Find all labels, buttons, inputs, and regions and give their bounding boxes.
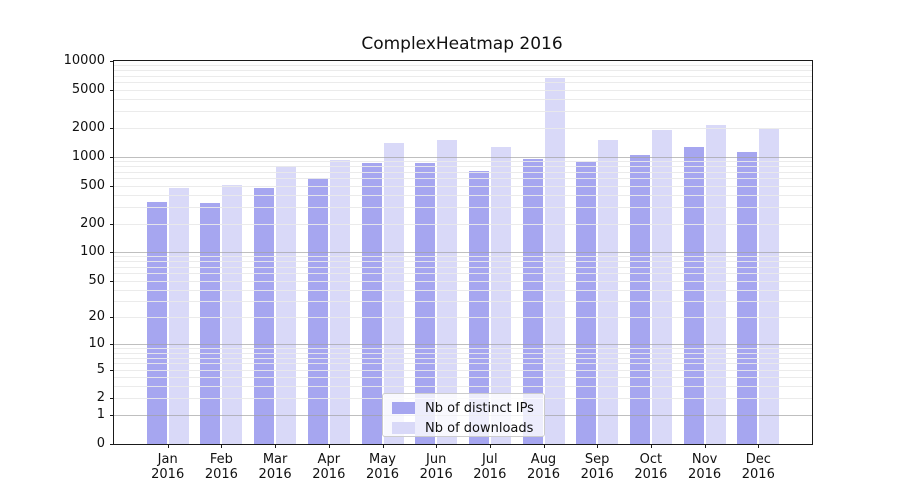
y-tick-label-2000: 2000 (71, 119, 105, 135)
y-tick-mark (110, 415, 114, 417)
bar-distinct-ips-feb (200, 202, 221, 444)
x-tick-mark (275, 444, 277, 448)
y-tick-mark (110, 344, 114, 346)
y-tick-label-5: 5 (96, 361, 105, 377)
legend-swatch-downloads (392, 422, 415, 434)
y-tick-mark (110, 398, 114, 400)
y-tick-mark (110, 317, 114, 319)
legend-label-downloads: Nb of downloads (425, 420, 534, 436)
x-tick-mark (489, 444, 491, 448)
bar-distinct-ips-jul (468, 170, 489, 444)
bar-distinct-ips-jun (415, 163, 436, 444)
x-tick-label-nov: Nov 2016 (688, 452, 722, 482)
x-tick-mark (704, 444, 706, 448)
bar-distinct-ips-apr (307, 177, 328, 444)
x-tick-label-jan: Jan 2016 (151, 452, 185, 482)
x-tick-mark (167, 444, 169, 448)
bar-distinct-ips-mar (254, 188, 275, 444)
y-tick-label-1: 1 (96, 407, 105, 423)
y-tick-mark (110, 280, 114, 282)
minor-gridline-7000 (114, 75, 812, 77)
x-tick-mark (543, 444, 545, 448)
y-tick-mark (110, 89, 114, 91)
y-tick-label-20: 20 (88, 309, 105, 325)
y-tick-label-200: 200 (80, 215, 105, 231)
x-tick-label-apr: Apr 2016 (312, 452, 346, 482)
bar-downloads-oct (651, 130, 672, 444)
legend-item-downloads: Nb of downloads (392, 420, 544, 436)
minor-gridline-8000 (114, 70, 812, 72)
bar-distinct-ips-dec (737, 151, 758, 444)
y-tick-mark (110, 185, 114, 187)
x-tick-label-jul: Jul 2016 (473, 452, 507, 482)
bar-downloads-apr (329, 160, 350, 444)
y-tick-mark (110, 127, 114, 129)
x-tick-mark (436, 444, 438, 448)
bar-downloads-nov (705, 124, 726, 444)
bar-downloads-may (383, 142, 404, 444)
y-tick-label-10: 10 (88, 336, 105, 352)
minor-gridline-9000 (114, 65, 812, 67)
legend-item-distinct-ips: Nb of distinct IPs (392, 400, 544, 416)
bar-distinct-ips-jan (146, 201, 167, 444)
x-tick-mark (597, 444, 599, 448)
y-tick-label-500: 500 (80, 177, 105, 193)
legend-label-distinct-ips: Nb of distinct IPs (425, 400, 534, 416)
x-tick-label-oct: Oct 2016 (634, 452, 668, 482)
x-tick-label-mar: Mar 2016 (258, 452, 292, 482)
legend: Nb of distinct IPs Nb of downloads (382, 393, 545, 437)
y-tick-label-1000: 1000 (71, 148, 105, 164)
bar-downloads-jun (437, 139, 458, 444)
bar-downloads-mar (276, 166, 297, 444)
y-tick-mark (110, 223, 114, 225)
minor-gridline-4000 (114, 99, 812, 101)
y-tick-label-2: 2 (96, 390, 105, 406)
minor-gridline-5000 (114, 89, 812, 91)
bar-distinct-ips-oct (629, 155, 650, 444)
y-tick-mark (110, 444, 114, 445)
x-tick-label-sep: Sep 2016 (580, 452, 614, 482)
y-tick-label-5000: 5000 (71, 81, 105, 97)
x-tick-label-jun: Jun 2016 (419, 452, 453, 482)
bar-downloads-feb (222, 184, 243, 444)
legend-swatch-distinct-ips (392, 402, 415, 414)
y-tick-mark (110, 61, 114, 62)
bar-downloads-jan (168, 188, 189, 444)
y-tick-label-0: 0 (96, 436, 105, 451)
x-tick-label-may: May 2016 (365, 452, 400, 482)
bar-downloads-dec (759, 129, 780, 444)
minor-gridline-6000 (114, 82, 812, 84)
bar-distinct-ips-nov (683, 146, 704, 444)
minor-gridline-3000 (114, 111, 812, 113)
bar-downloads-sep (598, 139, 619, 444)
x-tick-mark (382, 444, 384, 448)
y-tick-label-50: 50 (88, 272, 105, 288)
bar-downloads-aug (544, 77, 565, 444)
bar-distinct-ips-sep (576, 161, 597, 444)
y-tick-mark (110, 252, 114, 254)
x-tick-mark (328, 444, 330, 448)
x-tick-label-aug: Aug 2016 (526, 452, 561, 482)
x-tick-mark (650, 444, 652, 448)
y-tick-mark (110, 156, 114, 158)
chart-title: ComplexHeatmap 2016 (361, 34, 563, 54)
y-tick-label-10000: 10000 (63, 53, 105, 68)
x-tick-mark (221, 444, 223, 448)
x-tick-label-feb: Feb 2016 (204, 452, 238, 482)
y-tick-label-100: 100 (80, 244, 105, 260)
bar-distinct-ips-may (361, 162, 382, 444)
x-tick-mark (758, 444, 760, 448)
y-tick-mark (110, 369, 114, 371)
x-tick-label-dec: Dec 2016 (741, 452, 775, 482)
plot-area: 0 1 2 5 10 20 50 100 200 500 1000 2000 5000 10000 Jan… (64, 53, 813, 482)
